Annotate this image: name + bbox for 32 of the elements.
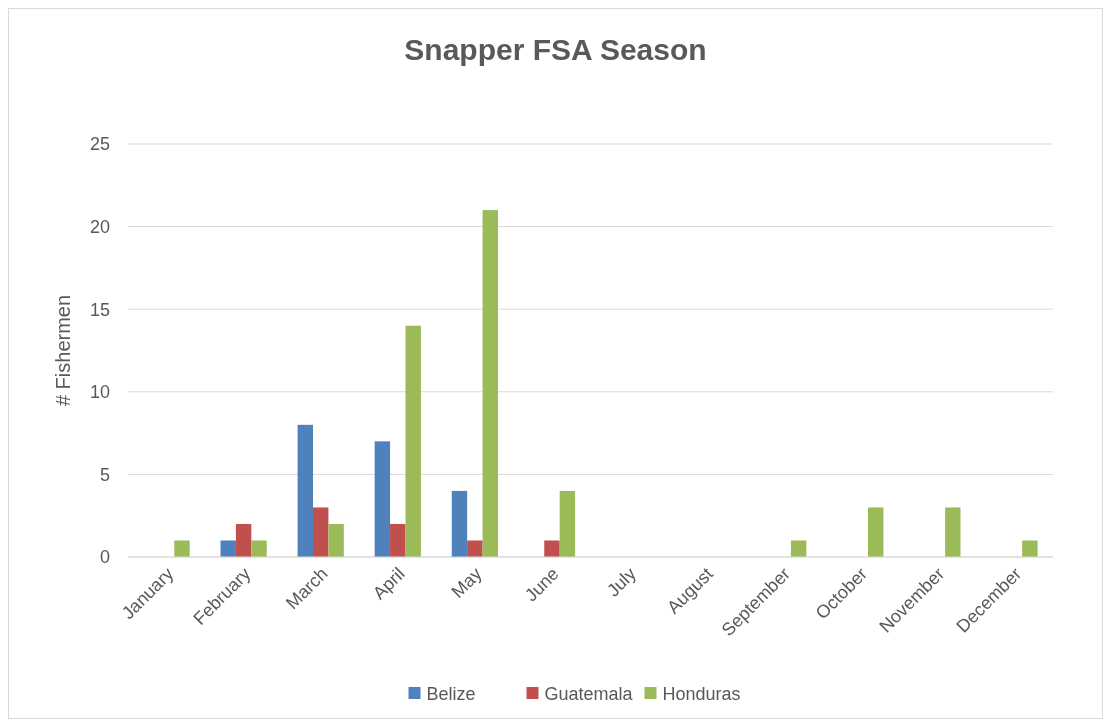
bar <box>1022 540 1038 557</box>
bar <box>313 507 329 557</box>
y-axis-title: # Fishermen <box>52 294 74 407</box>
bar <box>297 424 313 557</box>
bar <box>467 540 483 557</box>
chart-title: Snapper FSA Season <box>404 33 707 66</box>
y-tick-label: 25 <box>89 134 110 155</box>
bar <box>405 325 421 557</box>
bar <box>220 540 236 557</box>
legend-label: Belize <box>426 684 476 705</box>
bar <box>544 540 560 557</box>
y-tick-label: 15 <box>89 299 110 320</box>
y-tick-label: 5 <box>99 464 110 485</box>
bar <box>559 490 576 557</box>
y-tick-label: 0 <box>99 547 110 568</box>
x-tick-label: July <box>603 563 640 601</box>
bar <box>390 523 406 557</box>
bar <box>374 441 391 557</box>
bar <box>790 540 807 557</box>
x-tick-label: May <box>447 563 486 602</box>
legend-label: Honduras <box>662 684 741 705</box>
legend-label: Guatemala <box>544 684 634 705</box>
bar <box>235 523 252 557</box>
bar <box>328 523 344 557</box>
bar <box>451 490 468 557</box>
bar <box>251 540 267 557</box>
y-tick-label: 20 <box>89 216 110 237</box>
y-tick-label: 10 <box>89 382 110 403</box>
bar <box>868 507 884 557</box>
bar <box>945 507 961 557</box>
bar <box>482 210 498 557</box>
bar <box>174 540 190 557</box>
